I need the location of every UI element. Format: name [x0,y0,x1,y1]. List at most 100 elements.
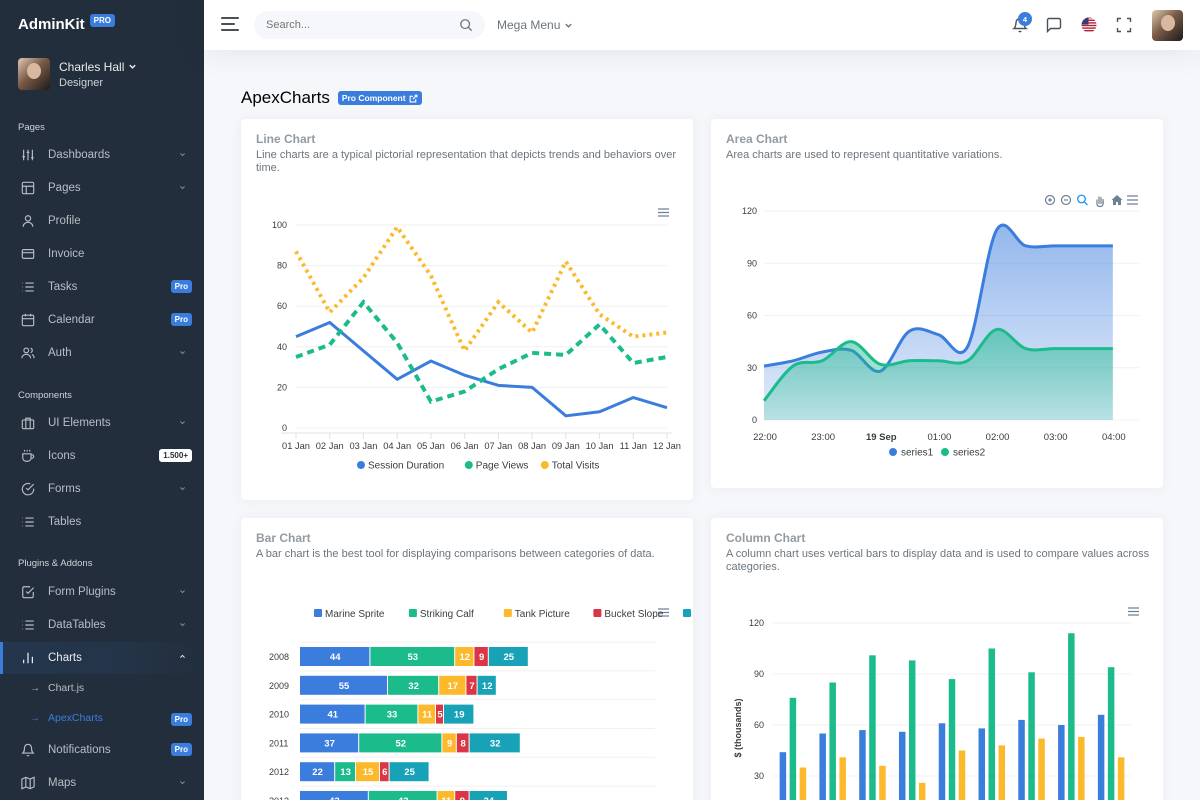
sidebar-item-forms[interactable]: Forms [0,474,204,504]
bar-segment [359,733,442,753]
pro-badge: Pro [170,280,192,293]
sidebar-user[interactable]: Charles Hall Designer [18,58,137,90]
sidebar-item-dashboards[interactable]: Dashboards [0,140,204,170]
chart-menu-icon[interactable] [1128,607,1139,616]
legend-label: Bucket Slope [604,609,663,620]
sidebar-item-notifications[interactable]: Notifications Pro [0,735,204,765]
sidebar-item-auth[interactable]: Auth [0,338,204,368]
chevron-down-icon [180,781,185,785]
bar-value-label: 12 [460,652,471,663]
y-category-label: 2009 [269,681,289,691]
legend-label: Total Visits [552,461,600,472]
column-bar [819,733,826,800]
map-icon [21,776,35,790]
chevron-down-icon [180,487,185,491]
credit-card-icon [21,247,35,261]
sidebar-item-invoice[interactable]: Invoice [0,239,204,269]
chart-menu-icon[interactable] [1127,195,1138,205]
layout-icon [21,181,35,195]
bar-value-label: 43 [329,796,340,800]
y-tick-label: 60 [277,301,287,311]
avatar [18,58,50,90]
bar-value-label: 55 [339,681,350,692]
list-icon [21,515,35,529]
pan-hand-icon[interactable] [1096,196,1104,208]
legend-label: Striking Calf [420,609,474,620]
card-subtitle: A column chart uses vertical bars to dis… [726,548,1150,573]
maximize-icon[interactable] [1116,17,1132,33]
home-icon[interactable] [1111,195,1123,205]
column-bar [879,765,886,800]
bar-segment [300,791,368,800]
sidebar-item-profile[interactable]: Profile [0,206,204,236]
x-tick-label: 05 Jan [417,441,445,451]
mega-menu-dropdown[interactable]: Mega Menu [497,18,573,32]
pro-component-badge[interactable]: Pro Component [337,91,422,105]
search-input[interactable] [266,19,456,31]
x-tick-label: 04:00 [1102,432,1126,443]
pro-badge: Pro [170,313,192,326]
sidebar-subitem-chartjs[interactable]: → Chart.js [30,682,84,694]
section-pages: Pages [18,122,45,133]
avatar[interactable] [1152,10,1183,41]
card-title: Area Chart [726,132,788,146]
chevron-down-icon [565,23,573,28]
bar-segment [300,675,387,695]
bar-segment [368,791,437,800]
sidebar-item-icons[interactable]: Icons 1.500+ [0,441,204,471]
user-name-label: Charles Hall [59,59,125,74]
bar-segment [469,733,520,753]
user-name[interactable]: Charles Hall [59,60,137,74]
bar-value-label: 6 [382,767,387,778]
bar-segment [356,762,379,782]
sidebar-toggle-icon[interactable] [221,17,239,32]
bar-segment [370,647,455,666]
sidebar-item-label: Tasks [48,281,78,293]
sidebar-item-label: Maps [48,777,77,789]
bar-value-label: 22 [312,767,323,778]
column-bar [1107,667,1115,800]
bar-chart-card: Bar Chart A bar chart is the best tool f… [241,518,693,800]
sliders-icon [21,148,35,162]
sidebar-subitem-label: Chart.js [48,682,85,694]
mega-menu-label: Mega Menu [497,18,561,32]
card-subtitle: A bar chart is the best tool for display… [256,548,655,560]
sidebar-item-calendar[interactable]: Calendar Pro [0,305,204,335]
y-tick-label: 120 [742,206,757,216]
sidebar-item-maps[interactable]: Maps [0,768,204,798]
column-bar [1078,736,1085,800]
sidebar-item-form-plugins[interactable]: Form Plugins [0,577,204,607]
y-tick-label: 0 [282,423,287,433]
sidebar-item-tables[interactable]: Tables [0,507,204,537]
bar-segment [455,647,474,666]
column-bar [958,750,966,800]
sidebar-item-ui-elements[interactable]: UI Elements [0,408,204,438]
sidebar-subitem-apexcharts[interactable]: → ApexCharts Pro [30,712,192,726]
zoom-out-icon[interactable] [1060,194,1072,206]
sidebar-item-charts[interactable]: Charts [0,642,204,674]
sidebar-item-datatables[interactable]: DataTables [0,610,204,640]
sidebar-item-tasks[interactable]: Tasks Pro [0,272,204,302]
column-bar [1018,719,1025,800]
message-square-icon[interactable] [1046,17,1062,33]
legend-marker [941,448,949,456]
chart-menu-icon[interactable] [658,608,669,617]
search-icon[interactable] [459,18,473,32]
sidebar-item-pages[interactable]: Pages [0,173,204,203]
area-chart: 0 30 60 90 120 22:00 23:00 19 Sep 01:00 02:00 03:0… [742,194,1139,459]
legend-label: Session Duration [368,461,444,472]
legend-marker [889,448,897,456]
brand[interactable]: AdminKit PRO [18,14,116,33]
zoom-in-icon[interactable] [1044,194,1056,206]
us-flag-icon[interactable] [1081,17,1097,33]
line-chart: 0 20 40 60 80 100 01 Jan 02 Jan 03 Jan 04 Jan 05 J… [272,208,681,472]
section-plugins: Plugins & Addons [18,558,93,569]
column-bar [908,660,916,800]
zoom-select-icon[interactable] [1077,194,1088,206]
column-bar [789,697,797,800]
chevron-down-icon [180,623,185,627]
page-title: ApexCharts Pro Component [241,88,422,108]
bar-segment [469,791,507,800]
chart-menu-icon[interactable] [658,208,669,217]
brand-name: AdminKit [18,16,85,33]
